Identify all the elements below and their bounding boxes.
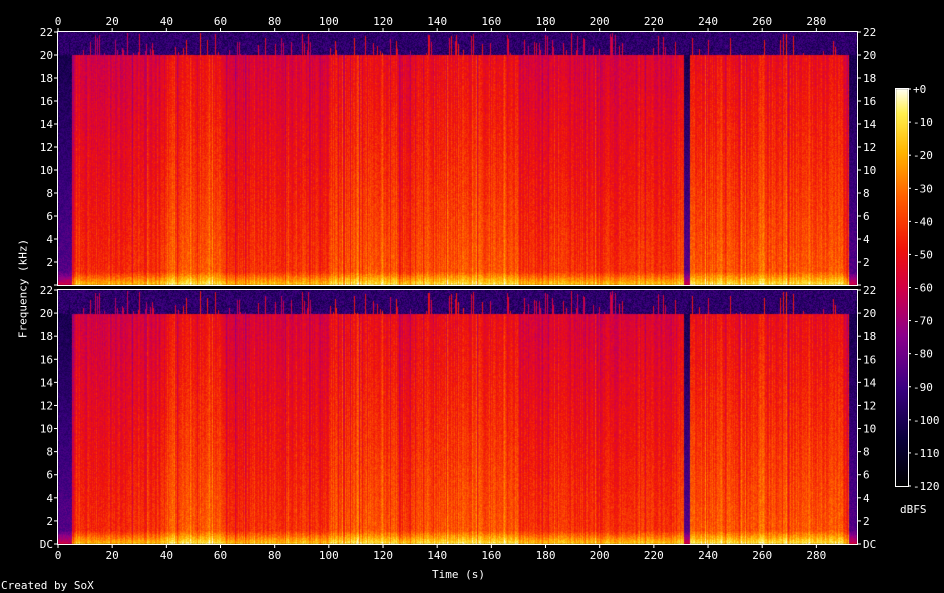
y-tick-label-right-ch1-4: 8 [863, 187, 870, 200]
x-tick-label-top-13: 260 [752, 15, 772, 28]
y-tick-label-right-ch2-0: DC [863, 538, 876, 551]
y-tick-label-left-ch1-8: 16 [40, 95, 53, 108]
x-tick-label-top-6: 120 [373, 15, 393, 28]
channel-2-frame [57, 289, 858, 545]
x-tick-label-bottom-14: 280 [806, 549, 826, 562]
y-tick-label-left-ch1-4: 8 [46, 187, 53, 200]
y-tick-label-right-ch2-8: 16 [863, 353, 876, 366]
y-tick-label-left-ch2-0: DC [40, 538, 53, 551]
y-tick-label-right-ch2-3: 6 [863, 469, 870, 482]
y-tick-label-left-ch2-4: 8 [46, 446, 53, 459]
y-tick-label-left-ch2-9: 18 [40, 330, 53, 343]
y-tick-label-right-ch1-11: 22 [863, 26, 876, 39]
y-tick-label-left-ch2-3: 6 [46, 469, 53, 482]
x-tick-label-top-8: 160 [481, 15, 501, 28]
colorbar-tick-label-12: -120 [913, 480, 940, 493]
y-tick-label-left-ch1-6: 12 [40, 141, 53, 154]
y-tick-label-right-ch2-7: 14 [863, 376, 877, 389]
y-tick-label-right-ch2-9: 18 [863, 330, 876, 343]
y-tick-label-left-ch2-2: 4 [46, 492, 53, 505]
y-tick-label-right-ch1-8: 16 [863, 95, 876, 108]
y-tick-label-right-ch1-1: 2 [863, 256, 870, 269]
y-tick-label-left-ch2-8: 16 [40, 353, 53, 366]
y-tick-label-right-ch2-2: 4 [863, 492, 870, 505]
y-tick-label-right-ch1-9: 18 [863, 72, 876, 85]
y-tick-label-left-ch1-11: 22 [40, 26, 53, 39]
y-tick-label-left-ch1-9: 18 [40, 72, 53, 85]
x-tick-label-top-1: 20 [106, 15, 119, 28]
colorbar-tick-label-9: -90 [913, 381, 933, 394]
y-tick-label-right-ch2-6: 12 [863, 399, 876, 412]
x-tick-label-bottom-4: 80 [268, 549, 281, 562]
x-tick-label-bottom-0: 0 [55, 549, 62, 562]
y-tick-label-left-ch1-2: 4 [46, 233, 53, 246]
colorbar-tick-label-10: -100 [913, 414, 940, 427]
y-tick-label-left-ch2-7: 14 [40, 376, 54, 389]
x-tick-label-top-11: 220 [644, 15, 664, 28]
x-tick-label-bottom-7: 140 [427, 549, 447, 562]
x-tick-label-top-14: 280 [806, 15, 826, 28]
x-tick-label-top-4: 80 [268, 15, 281, 28]
colorbar-label: dBFS [900, 503, 927, 516]
x-tick-label-top-0: 0 [55, 15, 62, 28]
channel-1-frame [57, 31, 858, 286]
x-tick-label-bottom-2: 40 [160, 549, 173, 562]
colorbar-tick-label-5: -50 [913, 248, 933, 261]
colorbar-tick-label-8: -80 [913, 348, 933, 361]
y-tick-label-left-ch2-5: 10 [40, 423, 53, 436]
x-tick-label-bottom-12: 240 [698, 549, 718, 562]
colorbar-frame [895, 88, 909, 487]
colorbar-tick-label-7: -70 [913, 315, 933, 328]
y-tick-label-left-ch2-11: 22 [40, 284, 53, 297]
x-tick-label-bottom-11: 220 [644, 549, 664, 562]
y-tick-label-right-ch2-11: 22 [863, 284, 876, 297]
x-tick-label-top-10: 200 [590, 15, 610, 28]
colorbar-tick-label-2: -20 [913, 149, 933, 162]
y-tick-label-right-ch2-5: 10 [863, 423, 876, 436]
y-tick-label-right-ch1-7: 14 [863, 118, 877, 131]
colorbar-tick-label-1: -10 [913, 116, 933, 129]
colorbar-tick-label-6: -60 [913, 282, 933, 295]
x-tick-label-bottom-5: 100 [319, 549, 339, 562]
y-tick-label-right-ch2-10: 20 [863, 307, 876, 320]
y-axis-label: Frequency (kHz) [16, 238, 30, 339]
x-tick-label-bottom-1: 20 [106, 549, 119, 562]
y-tick-label-left-ch2-1: 2 [46, 515, 53, 528]
x-tick-label-bottom-8: 160 [481, 549, 501, 562]
x-tick-label-top-9: 180 [536, 15, 556, 28]
y-tick-label-right-ch2-1: 2 [863, 515, 870, 528]
y-tick-label-left-ch1-5: 10 [40, 164, 53, 177]
x-tick-label-top-3: 60 [214, 15, 227, 28]
y-tick-label-left-ch2-6: 12 [40, 399, 53, 412]
y-tick-label-left-ch1-10: 20 [40, 49, 53, 62]
colorbar-tick-label-3: -30 [913, 182, 933, 195]
x-tick-label-top-2: 40 [160, 15, 173, 28]
x-tick-label-bottom-13: 260 [752, 549, 772, 562]
x-axis-label: Time (s) [432, 568, 485, 581]
colorbar-tick-label-4: -40 [913, 215, 933, 228]
y-tick-label-right-ch2-4: 8 [863, 446, 870, 459]
colorbar-tick-label-11: -110 [913, 447, 940, 460]
y-tick-label-right-ch1-5: 10 [863, 164, 876, 177]
colorbar-tick-label-0: +0 [913, 83, 926, 96]
y-tick-label-left-ch1-3: 6 [46, 210, 53, 223]
x-tick-label-bottom-9: 180 [536, 549, 556, 562]
y-tick-label-right-ch1-3: 6 [863, 210, 870, 223]
x-tick-label-top-12: 240 [698, 15, 718, 28]
y-tick-label-left-ch2-10: 20 [40, 307, 53, 320]
x-tick-label-bottom-6: 120 [373, 549, 393, 562]
footer-credit: Created by SoX [1, 579, 94, 592]
x-tick-label-bottom-10: 200 [590, 549, 610, 562]
y-tick-label-left-ch1-1: 2 [46, 256, 53, 269]
y-tick-label-right-ch1-10: 20 [863, 49, 876, 62]
x-tick-label-top-5: 100 [319, 15, 339, 28]
y-tick-label-right-ch1-6: 12 [863, 141, 876, 154]
y-tick-label-left-ch1-7: 14 [40, 118, 54, 131]
x-tick-label-top-7: 140 [427, 15, 447, 28]
y-tick-label-right-ch1-2: 4 [863, 233, 870, 246]
x-tick-label-bottom-3: 60 [214, 549, 227, 562]
